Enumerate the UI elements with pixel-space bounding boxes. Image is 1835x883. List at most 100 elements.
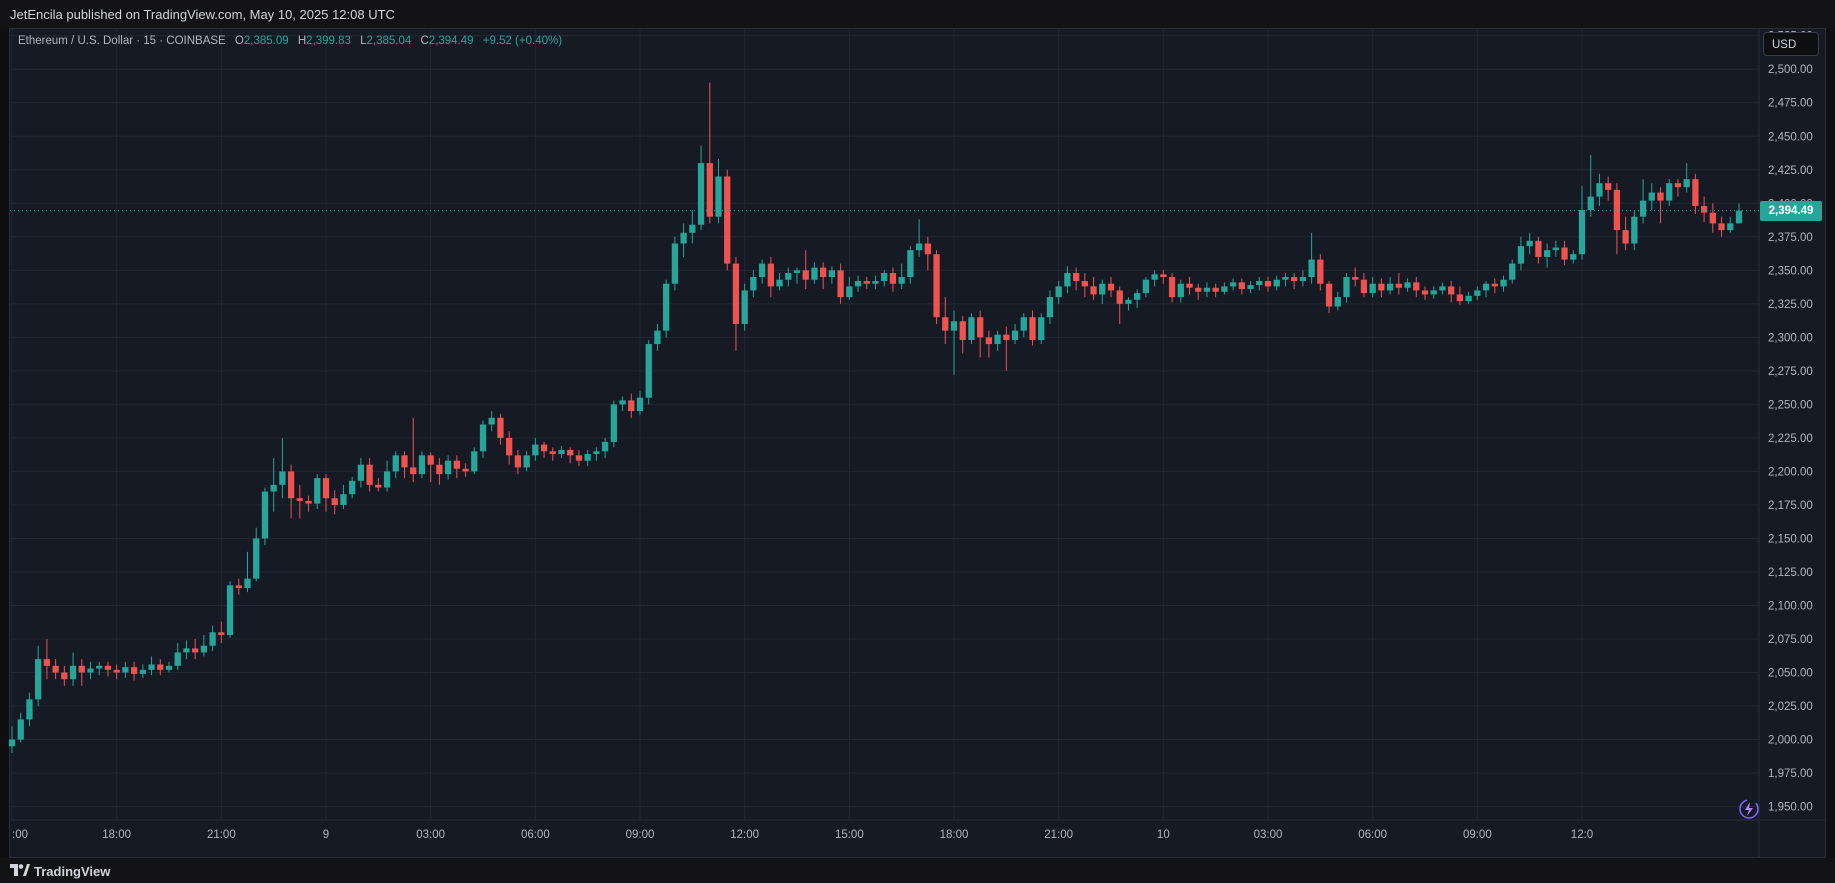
x-tick-label: 06:00: [1358, 829, 1387, 841]
candle-body: [1509, 263, 1516, 280]
candle-body: [157, 664, 164, 670]
candle-body: [1683, 179, 1690, 188]
y-tick-label: 2,175.00: [1768, 500, 1813, 512]
candle-body: [139, 669, 146, 674]
y-tick-label: 2,375.00: [1768, 232, 1813, 244]
candle-body: [1648, 192, 1655, 201]
y-tick-label: 1,950.00: [1768, 802, 1813, 814]
candle-body: [35, 659, 42, 700]
candle-body: [732, 263, 740, 324]
candle-body: [1561, 247, 1568, 260]
candle-body: [1482, 283, 1490, 291]
open-value: 2,385.09: [243, 35, 289, 47]
candle-body: [1072, 273, 1080, 282]
candle-body: [1186, 283, 1193, 288]
candle-body: [802, 270, 809, 280]
candle-body: [741, 290, 748, 324]
candle-body: [366, 464, 373, 485]
published-text: JetEncila published on TradingView.com, …: [10, 7, 395, 22]
candle-body: [1247, 285, 1254, 290]
candle-body: [697, 163, 705, 225]
candle-body: [1421, 290, 1429, 295]
candle-body: [663, 283, 670, 331]
candle-body: [1465, 295, 1472, 302]
candle-body: [950, 321, 958, 331]
candle-body: [1692, 179, 1699, 206]
candle-body: [1360, 279, 1368, 294]
candle-body: [1308, 259, 1315, 278]
candle-body: [392, 455, 399, 472]
close-value: 2,394.49: [428, 35, 474, 47]
candle-body: [514, 455, 522, 468]
candle-body: [540, 444, 548, 452]
candle-body: [610, 404, 617, 442]
lightning-flash-icon[interactable]: [1738, 798, 1760, 820]
candle-body: [122, 667, 129, 673]
candle-body: [1107, 283, 1115, 291]
candle-body: [113, 669, 120, 673]
candle-body: [793, 270, 801, 274]
candle-body: [898, 277, 905, 284]
candle-body: [915, 243, 923, 251]
candle-body: [1413, 282, 1420, 291]
candle-body: [331, 498, 338, 505]
x-tick-label: 21:00: [1044, 829, 1073, 841]
candle-body: [410, 467, 417, 475]
y-tick-label: 2,425.00: [1768, 165, 1813, 177]
candle-body: [1700, 205, 1708, 213]
x-tick-label: 03:00: [416, 829, 445, 841]
currency-button[interactable]: USD: [1763, 32, 1819, 56]
x-tick-label: 06:00: [521, 829, 550, 841]
candle-body: [758, 263, 766, 278]
candle-body: [636, 397, 644, 412]
candle-body: [296, 498, 303, 501]
candle-body: [1430, 290, 1437, 295]
chart-area[interactable]: [9, 28, 1826, 858]
candle-body: [1177, 283, 1184, 298]
low-label: L: [360, 35, 367, 47]
candle-body: [1299, 277, 1307, 282]
candle-body: [1038, 317, 1045, 341]
candle-body: [1657, 192, 1664, 201]
candle-body: [244, 578, 251, 589]
open-label: O: [234, 35, 244, 47]
candle-body: [854, 281, 862, 287]
candle-body: [575, 455, 583, 461]
candle-body: [1151, 274, 1158, 280]
candle-body: [200, 645, 208, 653]
y-tick-label: 2,325.00: [1768, 299, 1813, 311]
candle-body: [1256, 281, 1263, 286]
candle-body: [671, 243, 679, 284]
candlestick-chart[interactable]: 2,525.002,500.002,475.002,450.002,425.00…: [0, 0, 1835, 858]
candle-body: [349, 480, 356, 495]
candle-body: [593, 451, 600, 454]
low-value: 2,385.04: [366, 35, 412, 47]
candle-body: [1264, 281, 1272, 287]
candle-body: [1587, 196, 1594, 210]
candle-body: [1369, 283, 1376, 294]
y-tick-label: 2,000.00: [1768, 735, 1813, 747]
candle-body: [1116, 290, 1123, 304]
candle-body: [1064, 273, 1071, 287]
candle-body: [1090, 286, 1097, 295]
candle-body: [471, 451, 478, 472]
candle-body: [253, 538, 260, 579]
footer-brand: TradingView: [34, 864, 111, 879]
candle-body: [654, 330, 661, 345]
symbol-title[interactable]: Ethereum / U.S. Dollar · 15 · COINBASE: [18, 35, 226, 47]
y-tick-label: 2,050.00: [1768, 668, 1813, 680]
candle-body: [130, 667, 138, 674]
candle-body: [1535, 240, 1542, 257]
y-tick-label: 2,275.00: [1768, 366, 1813, 378]
x-tick-label: 10: [1157, 829, 1170, 841]
candle-body: [837, 270, 844, 298]
candle-body: [820, 267, 827, 278]
x-tick-label: 12:00: [730, 829, 759, 841]
candle-body: [314, 478, 321, 504]
candle-body: [96, 665, 103, 669]
last-price-label: 2,394.49: [1760, 200, 1822, 221]
candle-body: [567, 449, 574, 456]
x-tick-label: 9: [323, 829, 329, 841]
candle-body: [689, 224, 696, 233]
candle-body: [209, 632, 216, 646]
